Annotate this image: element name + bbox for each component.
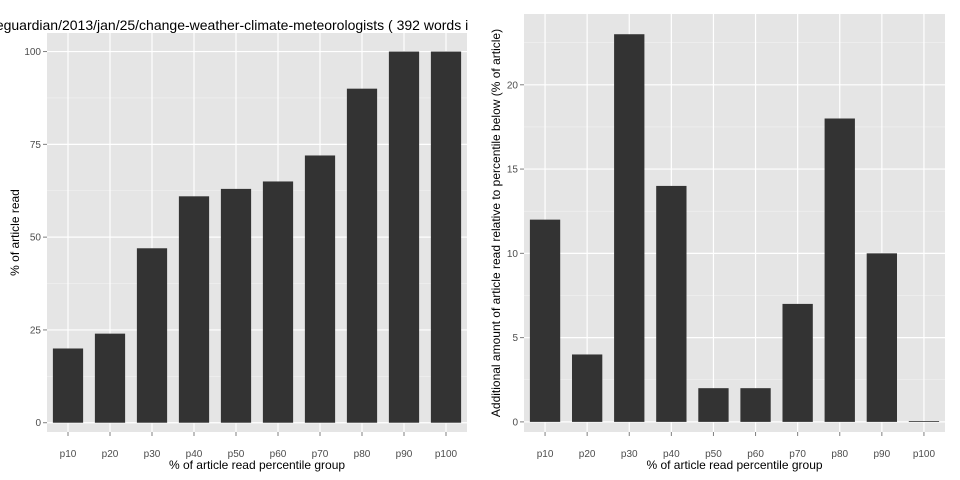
x-tick-label-p60: p60 (747, 449, 764, 460)
left-bars (52, 51, 462, 423)
y-tick-label: 0 (512, 417, 518, 428)
y-tick-label: 25 (30, 325, 42, 336)
x-tick-label-p30: p30 (621, 449, 638, 460)
bar-p60 (262, 181, 294, 423)
right-y-axis: 0 5 10 15 20 (507, 80, 524, 428)
x-tick-label-p80: p80 (831, 449, 848, 460)
bar-p30 (614, 34, 645, 422)
x-tick-label-p90: p90 (396, 449, 413, 460)
x-tick-label-p20: p20 (102, 449, 119, 460)
bar-p80 (824, 118, 855, 422)
x-tick-label-p70: p70 (312, 449, 329, 460)
bar-p50 (698, 388, 729, 422)
y-tick-label: 10 (507, 249, 519, 260)
left-x-axis-title: % of article read percentile group (169, 458, 345, 472)
x-tick-label-p50: p50 (705, 449, 722, 460)
x-tick-label-p80: p80 (354, 449, 371, 460)
right-x-axis-title: % of article read percentile group (646, 458, 822, 472)
y-tick-label: 50 (30, 233, 42, 244)
left-x-axis: p10 p20 p30 p40 p50 p60 p70 p80 p90 p100 (60, 432, 458, 460)
bar-p20 (94, 333, 126, 423)
bar-p80 (346, 88, 378, 423)
bar-p10 (52, 348, 84, 423)
bar-p50 (220, 188, 252, 423)
bar-p90 (866, 253, 898, 422)
x-tick-label-p100: p100 (913, 449, 936, 460)
bar-p60 (740, 388, 771, 422)
y-tick-label: 100 (24, 47, 41, 58)
x-tick-label-p50: p50 (228, 449, 245, 460)
bar-p30 (136, 248, 168, 423)
bar-p70 (782, 303, 813, 422)
bar-p100 (908, 421, 940, 422)
bar-p100 (430, 51, 462, 423)
x-tick-label-p40: p40 (186, 449, 203, 460)
x-tick-label-p60: p60 (270, 449, 287, 460)
bar-p40 (178, 196, 210, 423)
x-tick-label-p10: p10 (60, 449, 77, 460)
right-y-axis-title: Additional amount of article read relati… (489, 29, 503, 417)
x-tick-label-p90: p90 (874, 449, 891, 460)
bar-p90 (388, 51, 420, 423)
bar-p70 (304, 155, 336, 423)
left-y-axis: 0 25 50 75 100 (24, 47, 47, 429)
x-tick-label-p20: p20 (579, 449, 596, 460)
bar-p20 (571, 354, 603, 422)
left-y-axis-title: % of article read (8, 189, 22, 276)
x-tick-label-p30: p30 (144, 449, 161, 460)
bar-p40 (656, 185, 687, 422)
x-tick-label-p70: p70 (789, 449, 806, 460)
left-chart-title: eguardian/2013/jan/25/change-weather-cli… (0, 17, 468, 33)
y-tick-label: 15 (507, 165, 519, 176)
y-tick-label: 0 (35, 418, 41, 429)
right-x-axis: p10 p20 p30 p40 p50 p60 p70 p80 p90 p100 (537, 432, 936, 460)
bar-p10 (529, 219, 561, 422)
y-tick-label: 5 (512, 333, 518, 344)
right-chart: 0 5 10 15 20 p10 p20 p30 p40 p50 p60 p70 p80 p90 p100… (489, 14, 945, 472)
y-tick-label: 20 (507, 80, 519, 91)
right-bars (529, 34, 940, 422)
x-tick-label-p100: p100 (435, 449, 458, 460)
y-tick-label: 75 (30, 140, 42, 151)
x-tick-label-p10: p10 (537, 449, 554, 460)
x-tick-label-p40: p40 (663, 449, 680, 460)
